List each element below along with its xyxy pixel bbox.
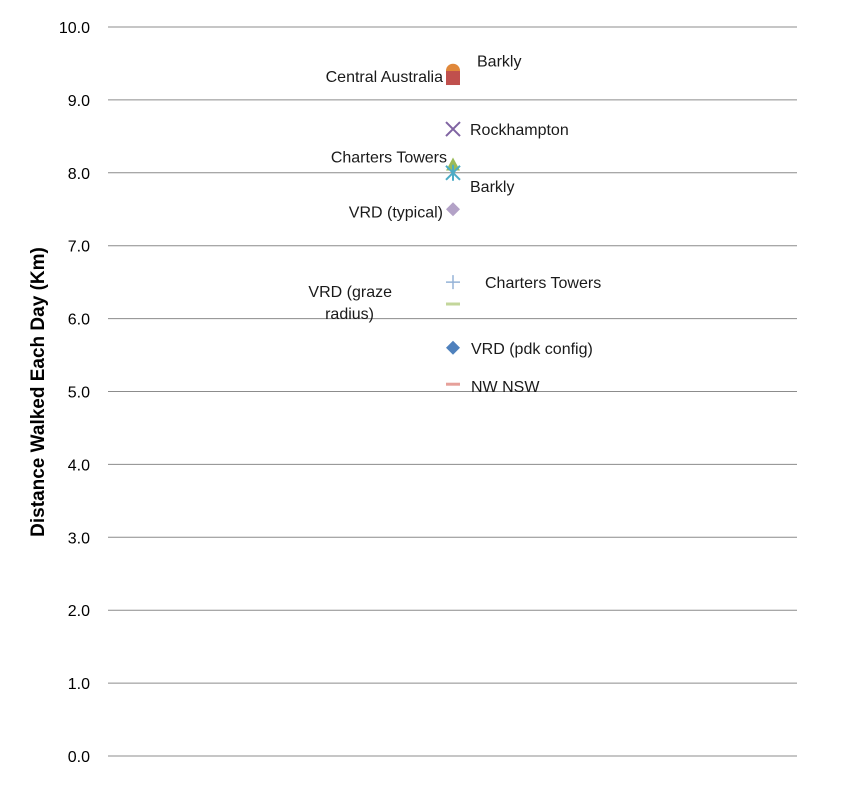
y-tick-label: 10.0	[59, 20, 90, 37]
y-tick-label: 5.0	[68, 385, 90, 402]
data-label: Barkly	[470, 179, 514, 196]
data-labels: Barkly Central Australia Rockhampton Charte…	[308, 54, 601, 396]
data-point-dash	[446, 382, 460, 386]
data-point-dash	[446, 302, 460, 306]
data-label: VRD (typical)	[349, 204, 443, 221]
data-label: Charters Towers	[485, 275, 601, 292]
data-label: Charters Towers	[331, 150, 447, 167]
y-axis-ticks: 0.0 1.0 2.0 3.0 4.0 5.0 6.0 7.0 8.0 9.0 10.0	[59, 20, 90, 766]
data-label: Barkly	[477, 54, 521, 71]
y-tick-label: 2.0	[68, 603, 90, 620]
data-label: VRD (graze radius)	[308, 284, 392, 323]
y-tick-label: 7.0	[68, 239, 90, 256]
y-tick-label: 0.0	[68, 749, 90, 766]
y-tick-label: 1.0	[68, 676, 90, 693]
y-tick-label: 3.0	[68, 530, 90, 547]
y-tick-label: 8.0	[68, 166, 90, 183]
y-tick-label: 6.0	[68, 312, 90, 329]
data-point-square	[446, 71, 460, 86]
y-tick-label: 4.0	[68, 457, 90, 474]
data-point-triangle	[446, 157, 460, 171]
data-label: Central Australia	[326, 69, 443, 86]
data-label: Rockhampton	[470, 122, 569, 139]
data-point-star	[445, 164, 461, 181]
data-point-diamond	[446, 340, 460, 355]
data-point-x	[445, 121, 461, 137]
data-point-plus	[446, 275, 460, 290]
data-label: VRD (pdk config)	[471, 341, 593, 358]
gridlines	[108, 26, 797, 757]
data-label: NW NSW	[471, 379, 540, 396]
y-axis-label: Distance Walked Each Day (Km)	[28, 247, 49, 537]
data-point-diamond	[446, 202, 460, 217]
data-points	[445, 63, 461, 386]
y-tick-label: 9.0	[68, 93, 90, 110]
